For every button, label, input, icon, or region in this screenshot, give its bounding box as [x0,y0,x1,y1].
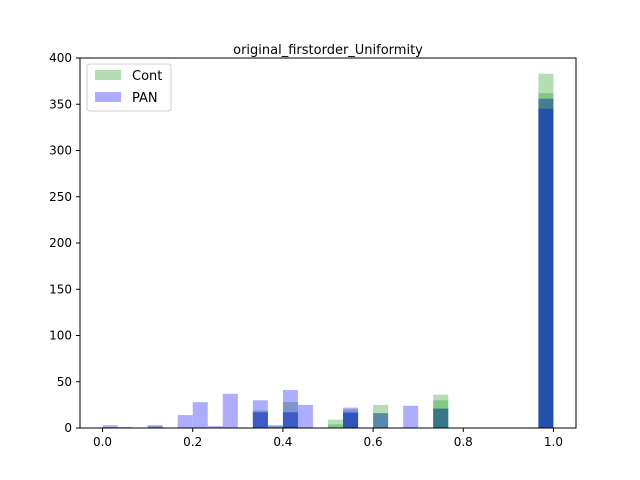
histogram-bar-cont-3-0 [433,394,449,428]
histogram-bar-pan-0-12 [403,405,419,428]
histogram-bar-cont-3-1 [538,73,554,428]
x-axis: 0.0 0.2 0.4 0.6 0.8 1.0 [93,428,563,449]
legend-swatch-cont [95,70,121,80]
histogram-bar-pan-1-1 [282,412,298,428]
x-tick-label: 0.6 [364,435,383,449]
histogram-bar-pan-1-4 [538,108,554,429]
histogram-bar-cont-1-4 [373,413,389,428]
histogram-bar-pan-0-14 [538,98,554,428]
histogram-bar-pan-0-7 [252,400,268,428]
histogram-bar-cont-2-5 [433,400,449,428]
y-tick-label: 300 [49,144,72,158]
histogram-bar-cont-1-3 [343,413,359,428]
x-tick-label: 0.8 [454,435,473,449]
legend-label-cont: Cont [132,69,162,84]
histogram-bar-cont-2-0 [252,410,268,428]
histogram-bar-pan-0-6 [222,393,238,428]
histogram-bar-pan-0-2 [147,425,163,428]
y-tick-label: 200 [49,236,72,250]
histogram-bar-pan-0-9 [282,390,298,428]
histogram-bar-pan-0-10 [297,404,313,429]
histogram-bar-cont-0-6 [538,107,554,428]
y-tick-label: 250 [49,190,72,204]
y-tick-label: 100 [49,329,72,343]
legend-swatch-pan [95,92,121,102]
histogram-bar-pan-0-11 [343,407,359,428]
histogram-bar-cont-2-6 [538,93,554,429]
histogram-bar-pan-1-2 [343,412,359,428]
histogram-bar-cont-0-3 [282,426,298,428]
histogram-bar-cont-1-6 [538,98,554,428]
histogram-bar-pan-1-0 [252,412,268,428]
histogram-bar-cont-1-0 [252,412,268,428]
y-tick-label: 400 [49,51,72,65]
x-tick-label: 0.2 [183,435,202,449]
histogram-bar-cont-0-1 [147,426,163,428]
histogram-bar-cont-0-5 [433,408,449,428]
histogram-bar-pan-0-0 [102,425,118,428]
legend-frame [86,63,172,112]
y-axis: 0 50 100 150 200 250 300 350 400 [49,51,80,435]
histogram-bars [102,73,554,429]
y-tick-label: 50 [57,375,72,389]
histogram-bar-cont-2-1 [282,402,298,428]
x-tick-label: 0.4 [273,435,292,449]
y-tick-label: 0 [64,421,72,435]
x-tick-label: 1.0 [544,435,563,449]
histogram-bar-pan-0-13 [433,408,449,428]
y-tick-label: 150 [49,282,72,296]
legend: Cont PAN [86,63,172,112]
histogram-bar-cont-1-2 [328,424,344,428]
x-tick-label: 0.0 [93,435,112,449]
histogram-bar-cont-0-2 [267,426,283,428]
histogram-bar-cont-2-4 [373,404,389,429]
histogram-bar-cont-2-2 [328,419,344,428]
histogram-bar-pan-0-4 [192,402,208,428]
histogram-bar-cont-1-5 [433,408,449,428]
chart-title: original_firstorder_Uniformity [233,43,423,58]
legend-label-pan: PAN [132,91,158,106]
histogram-bar-pan-0-3 [177,415,193,428]
histogram-bar-cont-2-3 [343,409,359,428]
y-tick-label: 350 [49,97,72,111]
histogram-bar-pan-0-5 [207,426,223,428]
histogram-bar-cont-1-1 [282,412,298,428]
histogram-bar-pan-1-3 [373,413,389,428]
histogram-bar-pan-0-8 [267,425,283,428]
histogram-bar-cont-0-4 [343,413,359,428]
